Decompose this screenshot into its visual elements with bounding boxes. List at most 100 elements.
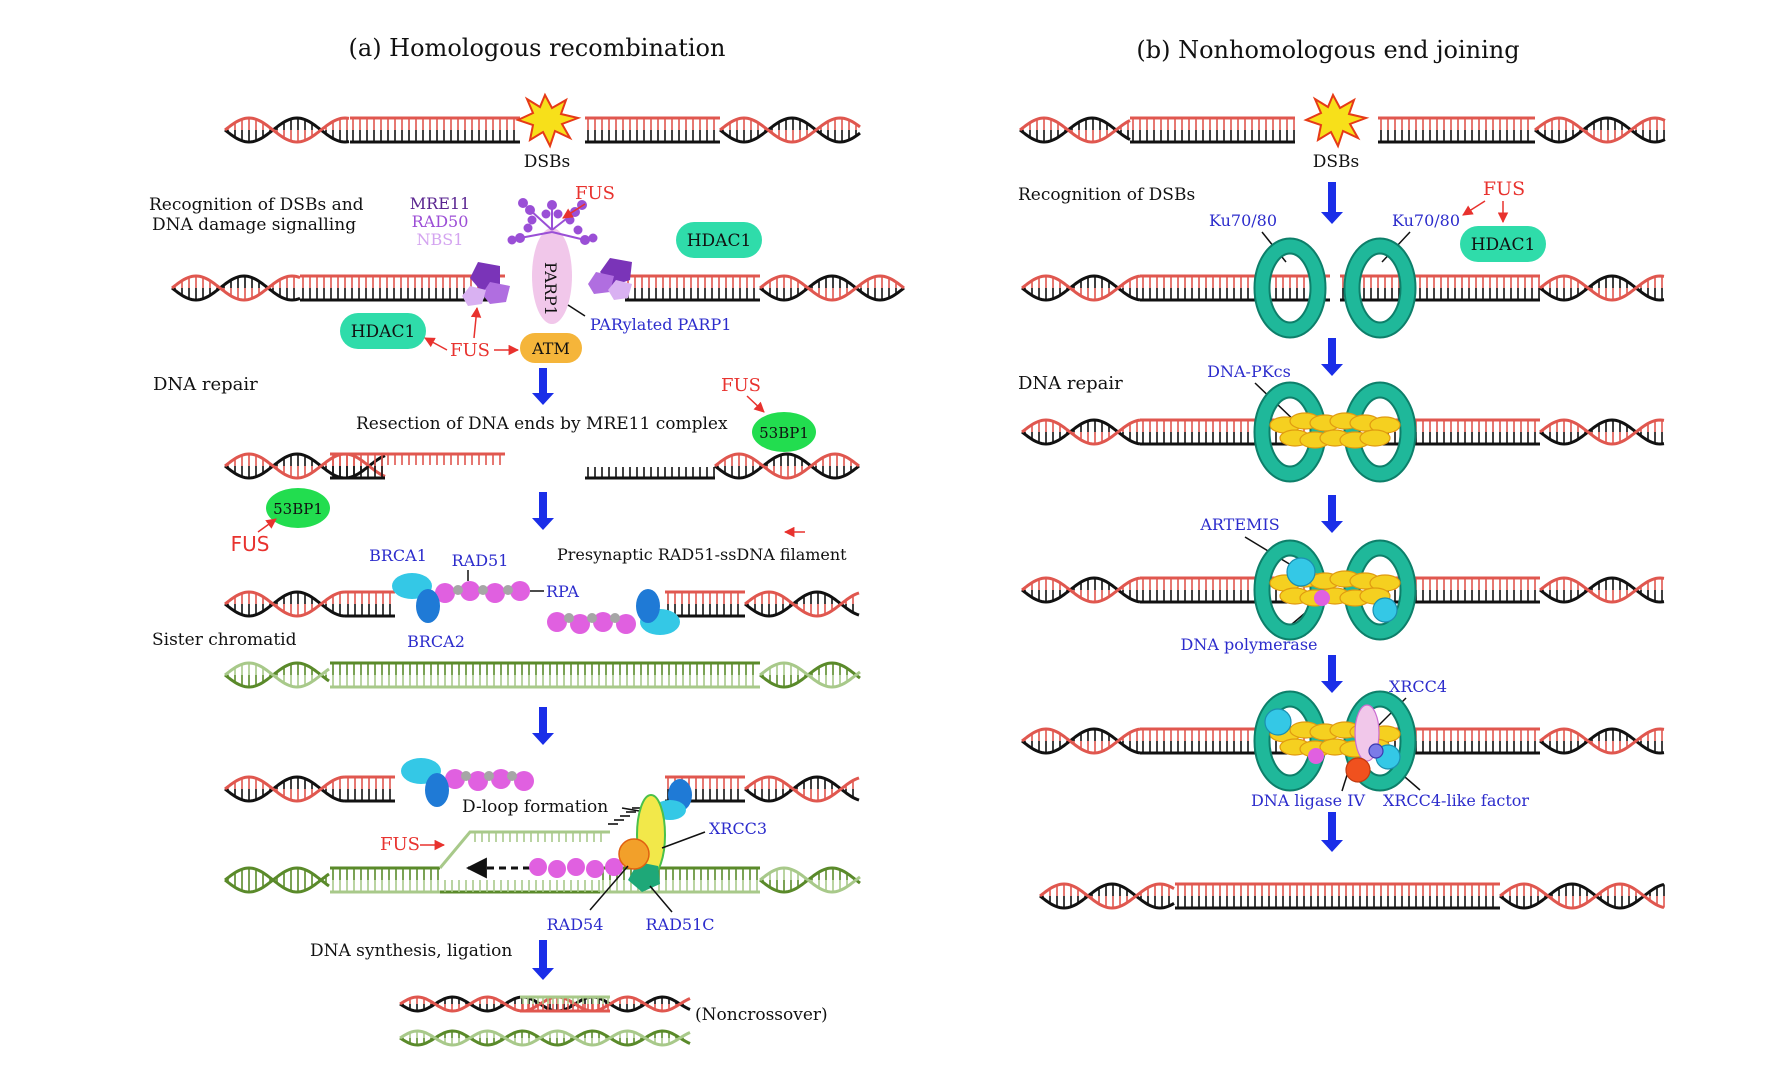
hdac1-label-left: HDAC1	[351, 322, 416, 342]
brca2-protein-dloop	[425, 773, 449, 807]
a-rec-right-ladder	[625, 274, 760, 302]
arrow-b-1	[1321, 182, 1343, 224]
ligase-label: DNA ligase IV	[1251, 791, 1366, 810]
artemis-protein	[1286, 557, 1316, 587]
b-lig-right-helix	[1539, 727, 1665, 755]
a-dsb-left-helix	[224, 116, 350, 144]
a-pre-right-helix	[744, 590, 860, 618]
panel-b-title: (b) Nonhomologous end joining	[1136, 36, 1519, 64]
a-pre-left-ladder	[345, 590, 395, 618]
a-dl-left-ladder	[345, 775, 395, 803]
fus-label-53bp1-left: FUS	[231, 532, 270, 556]
hdac1-badge-b	[1460, 226, 1546, 262]
par-chains	[507, 198, 598, 245]
artemis-label: ARTEMIS	[1199, 515, 1279, 534]
fus-arrow-53bp1-right	[746, 395, 765, 413]
arrow-a-3	[532, 707, 554, 745]
xlf-protein	[1368, 743, 1384, 759]
hdac1-badge-left	[340, 313, 426, 349]
a-dl-sister-left	[224, 866, 330, 894]
rad54-protein	[618, 838, 650, 870]
dnapkcs-label: DNA-PKcs	[1207, 362, 1291, 381]
b-rec-left-helix	[1021, 274, 1141, 302]
a-rec-left-helix	[171, 274, 301, 302]
nbs1-label: NBS1	[417, 230, 464, 249]
ku-left-label: Ku70/80	[1209, 211, 1277, 230]
dna-ligase-iv-protein	[1345, 757, 1371, 783]
53bp1-badge-left	[266, 488, 330, 528]
arrow-b-4	[1321, 655, 1343, 693]
fus-label-53bp1-right: FUS	[721, 375, 761, 396]
a-dl-right-helix	[744, 775, 860, 803]
fus-label-middle: FUS	[450, 340, 490, 361]
step-recognition-line1: Recognition of DSBs and	[149, 195, 364, 215]
step-resection: Resection of DNA ends by MRE11 complex	[356, 414, 728, 434]
a-res-right-ss	[585, 467, 715, 480]
mre11-complex-left	[462, 262, 510, 306]
panel-homologous-recombination: (a) Homologous recombination DSBs Recogn…	[149, 34, 847, 1025]
panel-nonhomologous-end-joining: (b) Nonhomologous end joining DSBs Recog…	[1018, 36, 1546, 810]
a-res-left-ladder	[330, 452, 385, 480]
rad51-filament-dloop	[445, 769, 534, 791]
a-pre-left-helix	[224, 590, 346, 618]
b-art-left-helix	[1021, 576, 1141, 604]
xrcc4-label: XRCC4	[1389, 677, 1447, 696]
b-dsb-left-helix	[1019, 116, 1131, 144]
b-pk-left-helix	[1021, 418, 1141, 446]
a-res-left-ss	[385, 452, 505, 465]
b-art-right-helix	[1539, 576, 1665, 604]
panel-a-title: (a) Homologous recombination	[349, 34, 726, 62]
atm-badge	[520, 333, 582, 363]
sister-chromatid-label: Sister chromatid	[152, 630, 297, 650]
rad54-pointer	[589, 865, 629, 911]
a-dl-left-helix	[224, 775, 346, 803]
a-final-ladder-1	[520, 995, 610, 1013]
rad51-filament-right	[547, 612, 636, 634]
brca1-label: BRCA1	[369, 546, 427, 565]
dloop-label: D-loop formation	[462, 797, 608, 817]
xrcc3-pointer	[661, 831, 706, 849]
xlf-label: XRCC4-like factor	[1383, 791, 1529, 810]
fus-label-top: FUS	[575, 183, 615, 204]
arrow-b-3	[1321, 495, 1343, 533]
xrcc3-label: XRCC3	[709, 819, 767, 838]
noncrossover-label: (Noncrossover)	[695, 1005, 828, 1025]
brca2-label: BRCA2	[407, 632, 465, 651]
brca2-protein-left	[416, 589, 440, 623]
artemis-protein-right	[1372, 597, 1398, 623]
53bp1-label-left: 53BP1	[273, 500, 323, 518]
a-res-right-helix	[714, 452, 860, 480]
arrow-a-4	[532, 940, 554, 980]
dsb-label-b: DSBs	[1313, 152, 1360, 172]
step-dna-repair-b: DNA repair	[1018, 373, 1123, 394]
fus-label-dloop: FUS	[380, 834, 420, 855]
step-synthesis: DNA synthesis, ligation	[310, 941, 512, 961]
arrow-a-2	[532, 492, 554, 530]
rad54-label: RAD54	[547, 915, 604, 934]
rad50-label: RAD50	[412, 212, 469, 231]
mre11-label: MRE11	[410, 194, 470, 213]
dnapkcs-complex-art	[1269, 570, 1401, 607]
hdac1-label-b: HDAC1	[1471, 235, 1536, 255]
b-lig-left-helix	[1021, 727, 1141, 755]
brca2-protein-right	[636, 589, 660, 623]
fus-arrow-53bp1-left	[257, 518, 277, 533]
a-pre-right-ladder	[665, 590, 745, 618]
b-rec-right-helix	[1539, 274, 1665, 302]
fus-label-b: FUS	[1483, 178, 1525, 200]
fus-arrow-to-hdac1	[424, 337, 448, 351]
b-pk-right-helix	[1539, 418, 1665, 446]
step-recognition-line2: DNA damage signalling	[152, 215, 356, 235]
ku-right-label: Ku70/80	[1392, 211, 1460, 230]
rad51-label: RAD51	[452, 551, 509, 570]
a-rec-right-helix	[759, 274, 905, 302]
parp1-label: PARP1	[541, 262, 560, 316]
b-final-helix-left	[1039, 882, 1175, 910]
a-dsb-right-helix	[719, 116, 861, 144]
a-dl-sister-right	[759, 866, 861, 894]
parp1-pointer	[567, 304, 586, 317]
b-rec-left-ladder	[1140, 274, 1330, 302]
nhej-complexes	[1253, 237, 1417, 792]
step-recognition-b: Recognition of DSBs	[1018, 185, 1195, 205]
hdac1-badge-right	[676, 222, 762, 258]
